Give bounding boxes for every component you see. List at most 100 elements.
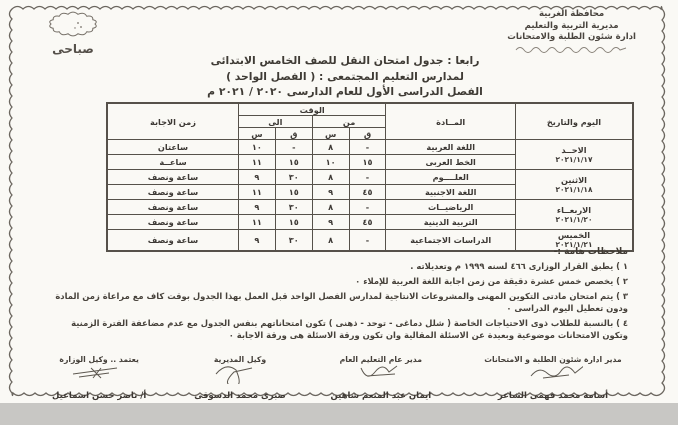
table-row: الاثنين ٢٠٢١/١/١٨ العلــــوم -٨ ٣٠ ٩ ساعة ونصف [106, 169, 634, 200]
duration-cell: ساعــة [106, 154, 239, 170]
subject-cell: اللغة العربية [385, 139, 516, 155]
num-cell: - [348, 229, 387, 252]
num-cell: ١١ [237, 214, 276, 230]
day-date-cell: الاربعــاء ٢٠٢١/١/٢٠ [514, 199, 634, 230]
handwritten-signature-icon [360, 365, 398, 377]
num-cell: ١٥ [274, 184, 313, 200]
table-row: الاحــد ٢٠٢١/١/١٧ اللغة العربية -٨-١٠ ساعتان [106, 139, 634, 170]
header-day-date: اليوم والتاريخ [514, 102, 634, 140]
letterhead-directorate: مديرية التربية والتعليم [524, 20, 619, 31]
num-cell: ٩ [311, 184, 350, 200]
header-from-hours: س [311, 127, 350, 140]
signature-name: ايمان عبد المنعم شاهين [330, 391, 432, 401]
letterhead-scribble-icon [515, 46, 626, 53]
header-to: الى [237, 115, 313, 128]
notes-section: ملاحظات هامة :- ١ ) يطبق القرار الوزارى … [50, 246, 628, 344]
title-line-2: لمدارس التعليم المجتمعى : ( الفصل الواحد… [226, 69, 464, 83]
duration-cell: ساعة ونصف [106, 214, 239, 230]
num-cell: ٩ [237, 229, 276, 252]
header-from-minutes: ق [348, 127, 387, 140]
note-item: ٣ ) يتم امتحان مادتى التكوين المهنى والم… [55, 291, 628, 313]
day-date-cell: الاثنين ٢٠٢١/١/١٨ [514, 169, 634, 200]
signature-title: مدير ادارة شئون الطلبة و الامتحانات [484, 355, 622, 364]
num-cell: ٩ [237, 169, 276, 185]
header-time: الوقت [237, 102, 387, 116]
subject-cell: اللغة الاجنبية [385, 184, 516, 200]
header-to-minutes: ق [274, 127, 313, 140]
num-cell: ١٠ [237, 139, 276, 155]
signature-title: يعتمد .. وكيل الوزارة [59, 355, 139, 364]
num-cell: ٩ [237, 199, 276, 215]
signature-title: مدير عام التعليم العام [339, 355, 423, 364]
num-cell: ٨ [311, 229, 350, 252]
num-cell: - [348, 169, 387, 185]
shift-label: صباحى [52, 42, 94, 56]
num-cell: ٣٠ [274, 229, 313, 252]
note-item: ٢ ) يخصص خمس عشرة دقيقة من زمن اجابة الل… [355, 276, 628, 286]
subject-cell: العلــــوم [385, 169, 516, 185]
num-cell: ١١ [237, 154, 276, 170]
num-cell: ١١ [237, 184, 276, 200]
signature-title: وكيل المديرية [213, 355, 267, 364]
handwritten-signature-icon [73, 367, 118, 379]
num-cell: ١٠ [311, 154, 350, 170]
title-line-1: رابعا : جدول امتحان النقل للصف الخامس ال… [210, 54, 480, 67]
num-cell: ٨ [311, 169, 350, 185]
signature-name: أسامة محمد فهمى الشاعر [497, 391, 609, 401]
notes-list: ١ ) يطبق القرار الوزارى ٤٦٦ لسنه ١٩٩٩ م … [50, 260, 628, 341]
header-to-hours: س [237, 127, 276, 140]
num-cell: ٣٠ [274, 169, 313, 185]
num-cell: ١٥ [348, 154, 387, 170]
signatures-row: مدير ادارة شئون الطلبة و الامتحانات أسامة… [24, 355, 650, 401]
duration-cell: ساعتان [106, 139, 239, 155]
subject-cell: الرياضيــات [385, 199, 516, 215]
schedule-body: الاحــد ٢٠٢١/١/١٧ اللغة العربية -٨-١٠ ساعتان… [106, 139, 634, 252]
subject-cell: الخط العربى [385, 154, 516, 170]
document-page: صباحى محافظة الغربية مديرية التربية والت… [0, 0, 678, 403]
note-item: ١ ) يطبق القرار الوزارى ٤٦٦ لسنه ١٩٩٩ م … [410, 261, 628, 271]
num-cell: ٨ [311, 199, 350, 215]
num-cell: ١٥ [274, 214, 313, 230]
signature-block: مدير عام التعليم العام ايمان عبد المنعم ش… [306, 355, 456, 401]
header-from: من [311, 115, 387, 128]
signature-name: أ/ ناصر حسن اسماعيل [52, 391, 147, 401]
signature-block: مدير ادارة شئون الطلبة و الامتحانات أسامة… [456, 355, 650, 401]
seal-stamp: صباحى [38, 10, 108, 56]
num-cell: ٤٥ [348, 214, 387, 230]
document-title: رابعا : جدول امتحان النقل للصف الخامس ال… [105, 53, 585, 100]
signature-block: يعتمد .. وكيل الوزارة أ/ ناصر حسن اسماعيل [24, 355, 174, 401]
exam-schedule-table: اليوم والتاريخ المــادة الوقت زمن الاجاب… [106, 102, 634, 252]
table-row: الاربعــاء ٢٠٢١/١/٢٠ الرياضيــات -٨ ٣٠ ٩ ساعة … [106, 199, 634, 230]
seal-icon [49, 11, 97, 37]
header-subject: المــادة [385, 102, 516, 140]
num-cell: ١٥ [274, 154, 313, 170]
num-cell: ٣٠ [274, 199, 313, 215]
duration-cell: ساعة ونصف [106, 229, 239, 252]
header-duration: زمن الاجابة [106, 102, 239, 140]
num-cell: - [274, 139, 313, 155]
note-item: ٤ ) بالنسبة للطلاب ذوى الاحتياجات الخاصة… [71, 318, 628, 340]
table-row: الخميس ٢٠٢١/١/٢١ الدراسات الاجتماعية -٨ ٣٠ ٩ س… [106, 229, 634, 252]
signature-block: وكيل المديرية صبرى محمد الدسوقى [174, 355, 305, 401]
letterhead-administration: ادارة شئون الطلبة والامتحانات [507, 32, 636, 42]
letterhead: محافظة الغربية مديرية التربية والتعليم ا… [507, 9, 636, 58]
num-cell: - [348, 139, 387, 155]
duration-cell: ساعة ونصف [106, 169, 239, 185]
num-cell: ٨ [311, 139, 350, 155]
num-cell: ٤٥ [348, 184, 387, 200]
letterhead-governorate: محافظة الغربية [538, 9, 605, 19]
handwritten-signature-icon [530, 365, 583, 379]
signature-name: صبرى محمد الدسوقى [194, 391, 286, 401]
duration-cell: ساعة ونصف [106, 184, 239, 200]
table-row: التربية الدينية ٤٥ ٩ ١٥ ١١ ساعة ونصف [106, 214, 633, 230]
handwritten-signature-icon [215, 366, 253, 384]
subject-cell: الدراسات الاجتماعية [385, 229, 516, 252]
num-cell: - [348, 199, 387, 215]
notes-heading: ملاحظات هامة :- [553, 247, 628, 257]
table-row: الخط العربى ١٥ ١٠ ١٥ ١١ ساعــة [106, 154, 633, 170]
title-line-3: الفصل الدراسى الأول للعام الدارسى ٢٠٢٠ /… [207, 85, 483, 98]
day-date-cell: الخميس ٢٠٢١/١/٢١ [514, 229, 634, 252]
subject-cell: التربية الدينية [385, 214, 516, 230]
duration-cell: ساعة ونصف [106, 199, 239, 215]
